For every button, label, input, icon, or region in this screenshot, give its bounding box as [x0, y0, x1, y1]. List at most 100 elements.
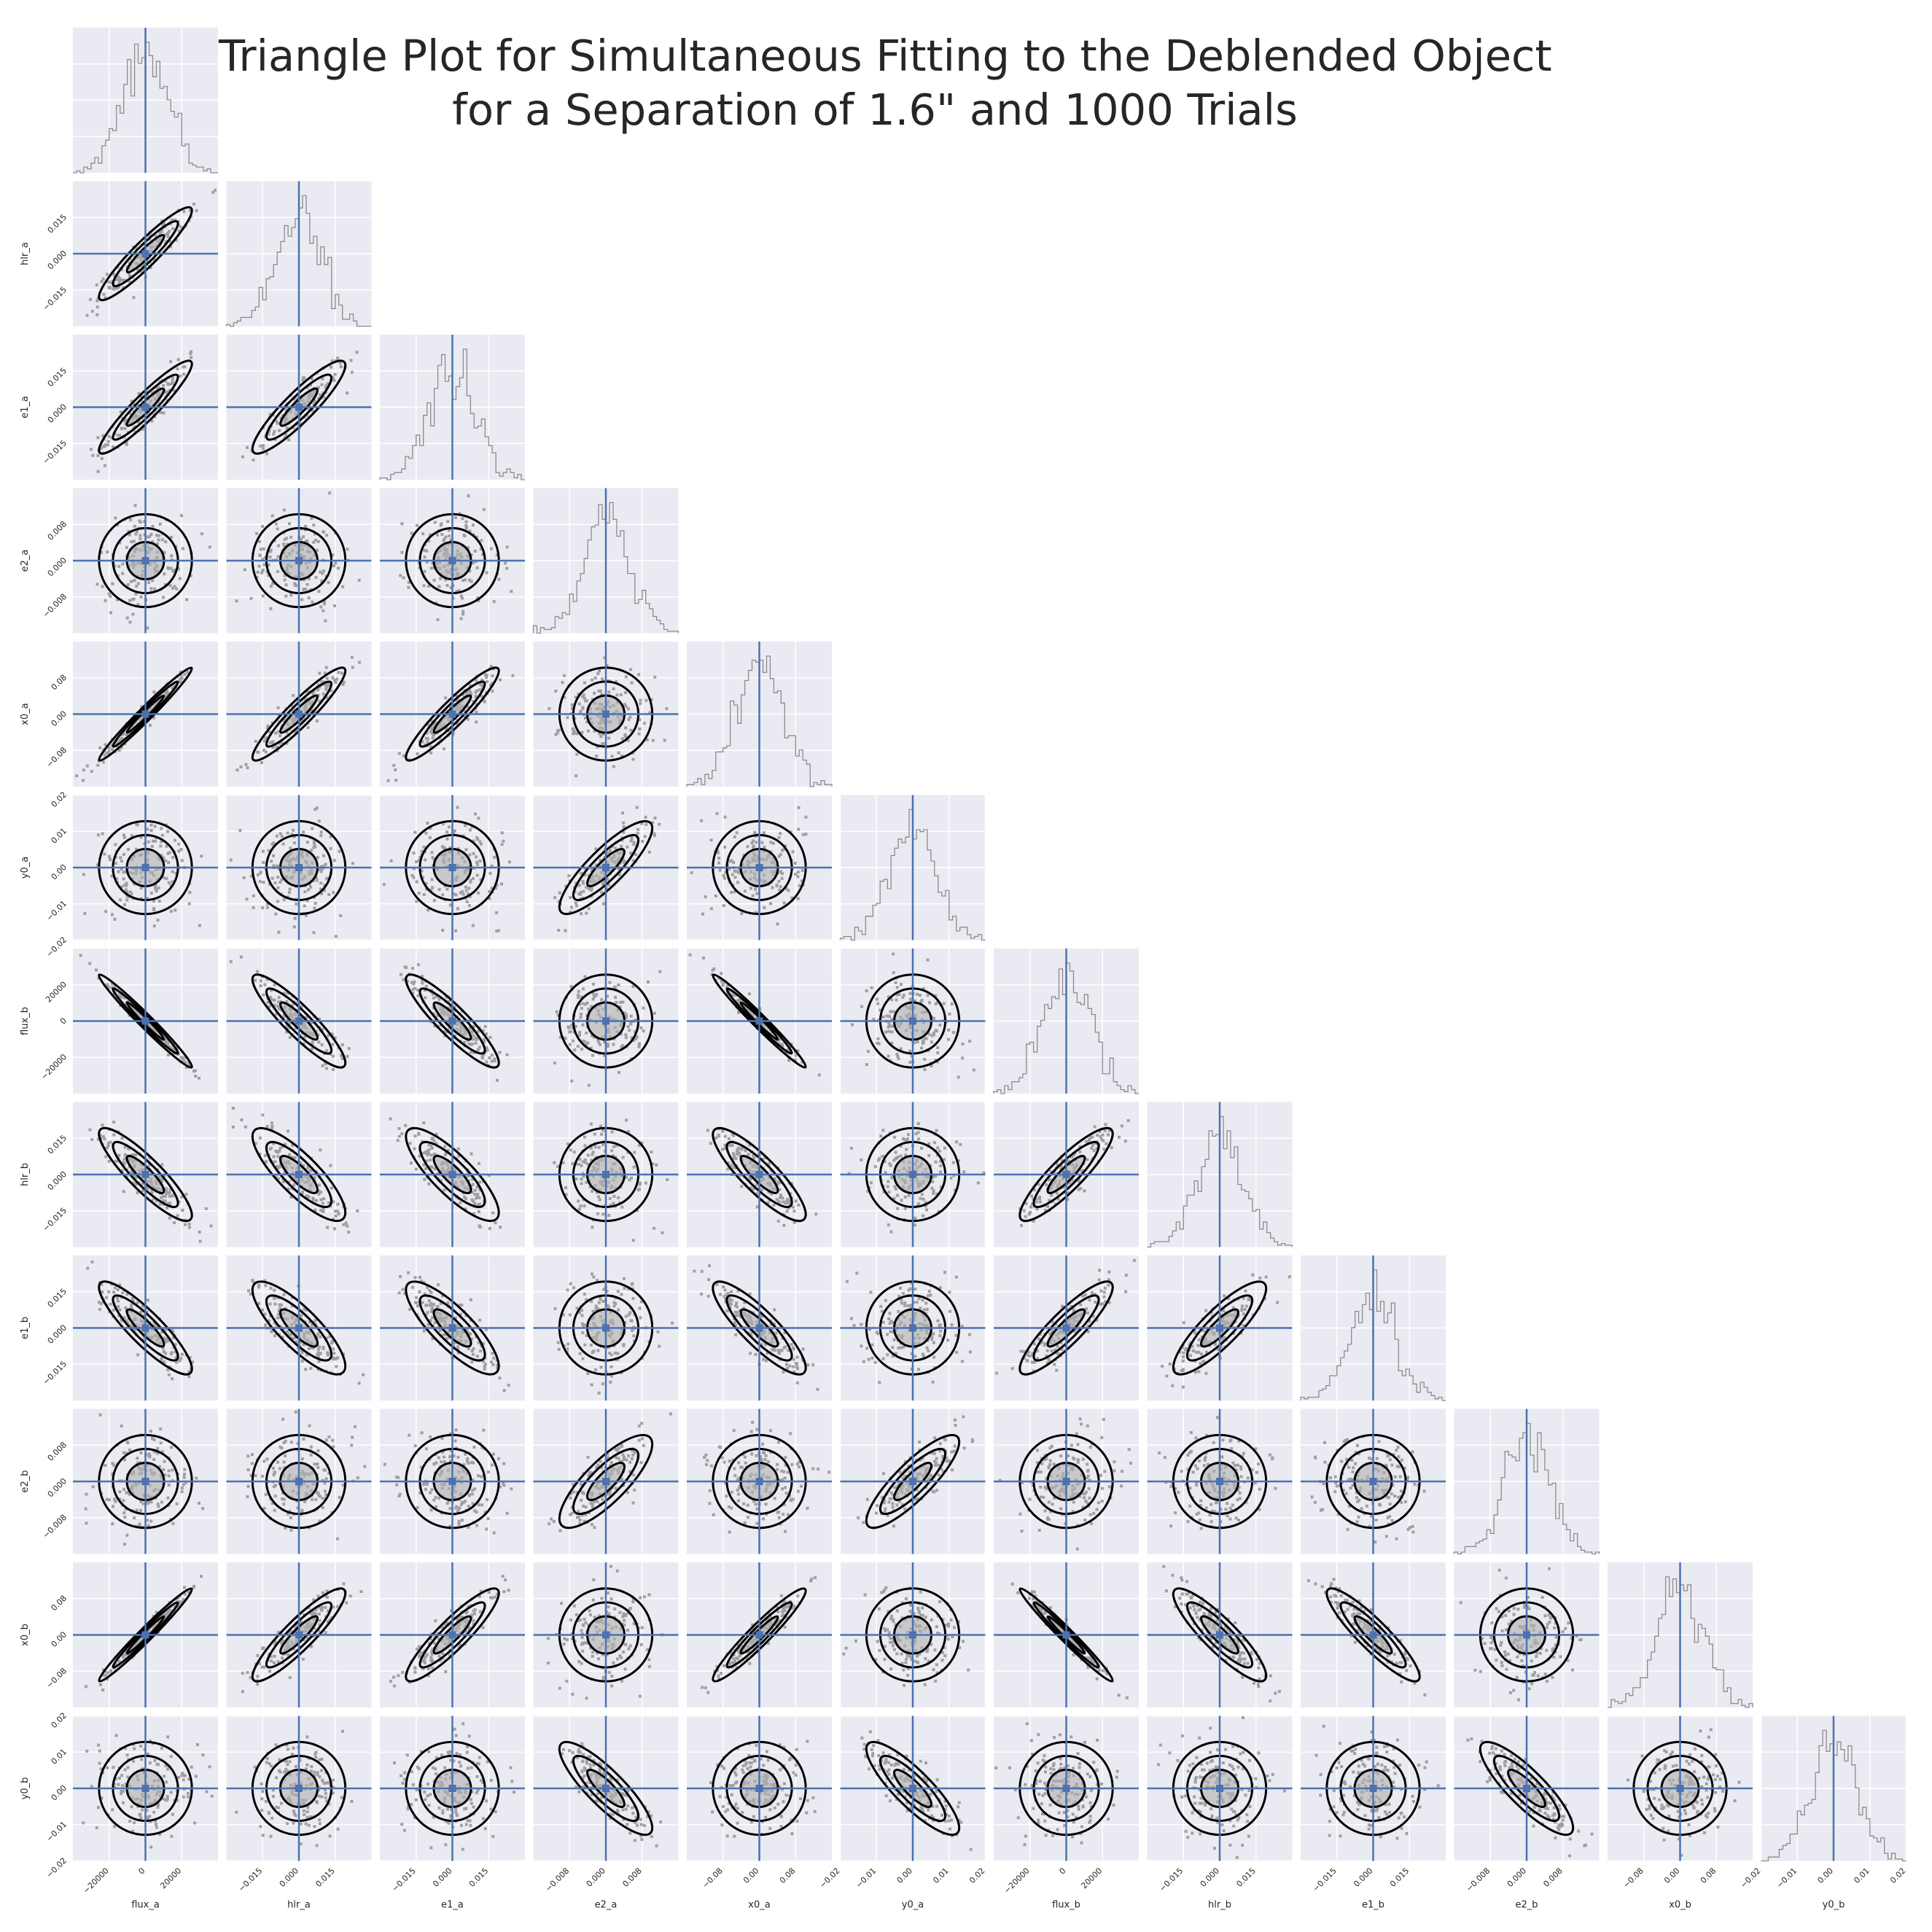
scatter-point: [319, 870, 323, 873]
scatter-point: [282, 1014, 286, 1018]
scatter-point: [319, 881, 323, 885]
scatter-point: [497, 577, 501, 581]
scatter-point: [425, 887, 428, 891]
scatter-point: [782, 901, 786, 905]
scatter-point: [916, 1040, 919, 1043]
scatter-point: [620, 737, 624, 741]
scatter-point: [591, 1226, 594, 1229]
scatter-point: [270, 514, 274, 518]
scatter-point: [321, 376, 324, 379]
scatter-point: [183, 365, 187, 369]
scatter-point: [422, 893, 426, 896]
scatter-point: [424, 858, 427, 862]
scatter-point: [135, 585, 139, 588]
scatter-point: [644, 698, 648, 702]
scatter-point: [482, 507, 486, 511]
scatter-point: [610, 845, 614, 849]
scatter-point: [631, 757, 635, 761]
panel-flux_b-hlr_a: [226, 949, 372, 1094]
scatter-point: [778, 1037, 782, 1041]
scatter-point: [860, 1005, 863, 1008]
scatter-point: [153, 825, 157, 828]
scatter-point: [488, 871, 492, 875]
scatter-point: [289, 535, 293, 539]
scatter-point: [271, 746, 275, 749]
scatter-point: [300, 1005, 303, 1008]
scatter-point: [163, 1195, 167, 1198]
scatter-point: [645, 738, 649, 741]
scatter-point: [160, 827, 163, 830]
scatter-point: [887, 1015, 891, 1018]
contour-level: [112, 219, 179, 288]
scatter-point: [319, 1191, 323, 1194]
scatter-point: [876, 1041, 879, 1045]
scatter-point: [609, 849, 612, 852]
scatter-point: [326, 1226, 330, 1229]
scatter-point: [581, 695, 585, 698]
scatter-point: [272, 841, 276, 845]
scatter-point: [82, 873, 85, 876]
scatter-point: [169, 360, 173, 364]
contour-level: [251, 819, 347, 916]
scatter-point: [489, 665, 493, 669]
scatter-point: [481, 553, 485, 556]
scatter-point: [424, 996, 427, 1000]
scatter-point: [134, 532, 138, 536]
scatter-point: [315, 806, 319, 810]
scatter-point: [771, 841, 775, 845]
scatter-point: [107, 752, 110, 755]
scatter-point: [479, 682, 483, 686]
scatter-point: [478, 1180, 481, 1184]
scatter-point: [431, 992, 435, 996]
scatter-point: [457, 1154, 461, 1158]
scatter-point: [475, 873, 479, 877]
scatter-point: [394, 768, 397, 771]
scatter-point: [585, 886, 588, 889]
scatter-point: [198, 1231, 201, 1234]
scatter-point: [562, 1036, 566, 1040]
scatter-point: [179, 1056, 183, 1059]
scatter-point: [95, 968, 98, 972]
scatter-point: [623, 826, 626, 830]
scatter-point: [113, 917, 117, 921]
scatter-point: [464, 889, 468, 892]
truth-marker: [909, 1171, 916, 1178]
contour-level: [251, 513, 347, 609]
scatter-point: [479, 878, 483, 881]
scatter-point: [587, 887, 591, 890]
scatter-point: [584, 699, 588, 703]
scatter-point: [132, 402, 136, 406]
scatter-point: [276, 555, 280, 558]
scatter-point: [288, 887, 292, 891]
scatter-point: [866, 1190, 870, 1193]
scatter-point: [399, 973, 402, 976]
scatter-point: [418, 856, 422, 859]
scatter-point: [163, 233, 167, 237]
scatter-point: [100, 456, 104, 460]
scatter-point: [907, 1193, 911, 1197]
scatter-point: [319, 834, 323, 838]
scatter-point: [441, 822, 445, 825]
scatter-point: [322, 854, 325, 857]
scatter-point: [302, 830, 305, 834]
contour-level: [712, 819, 807, 916]
panel-x0_a-hlr_a: [226, 642, 372, 787]
scatter-point: [288, 1035, 292, 1039]
scatter-point: [433, 721, 437, 725]
scatter-point: [688, 953, 692, 957]
truth-marker: [909, 1017, 916, 1025]
scatter-point: [322, 609, 325, 612]
scatter-point: [152, 907, 155, 911]
scatter-point: [235, 599, 238, 603]
scatter-point: [637, 1043, 641, 1046]
scatter-point: [243, 568, 246, 572]
scatter-point: [129, 518, 133, 521]
scatter-point: [614, 846, 618, 850]
scatter-point: [115, 287, 119, 290]
scatter-point: [327, 684, 331, 687]
scatter-point: [932, 1192, 935, 1195]
scatter-point: [653, 817, 657, 819]
scatter-point: [333, 373, 337, 376]
scatter-point: [595, 1191, 599, 1194]
scatter-point: [642, 722, 646, 725]
